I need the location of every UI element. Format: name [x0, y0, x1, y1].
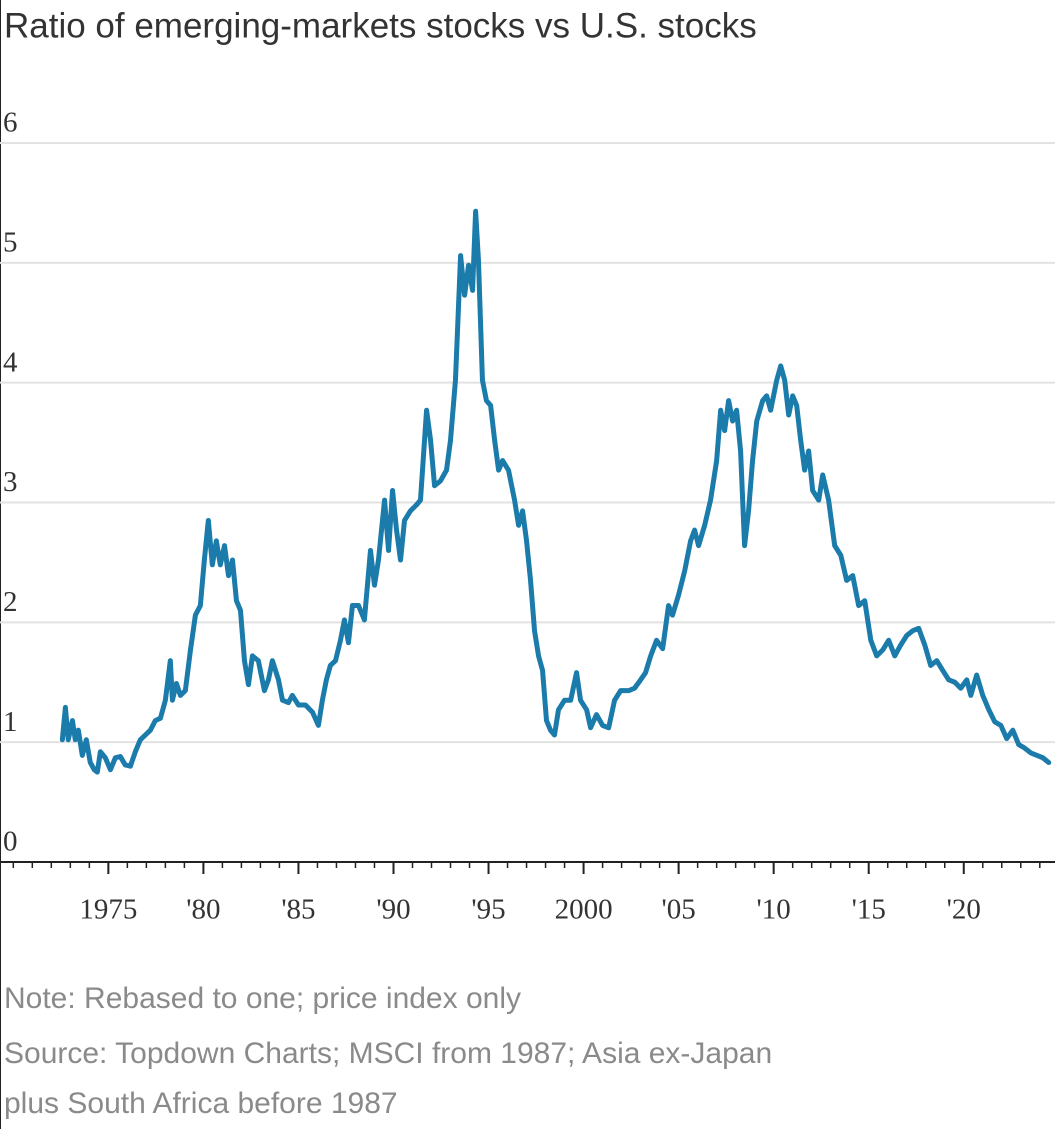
- y-tick-label: 2: [3, 586, 18, 618]
- x-tick-label: '85: [281, 894, 315, 926]
- y-tick-label: 6: [3, 107, 18, 139]
- y-tick-label: 1: [3, 706, 18, 738]
- x-tick-label: '10: [757, 894, 791, 926]
- x-tick-label: '90: [376, 894, 410, 926]
- x-tick-label: '95: [471, 894, 505, 926]
- x-axis: 1975 '80 '85 '90 '95 2000 '05 '10 '15 '20: [0, 861, 1055, 926]
- x-tick-label: 1975: [79, 894, 137, 926]
- note: Note: Rebased to one; price index only: [4, 982, 521, 1015]
- x-tick-label: '05: [662, 894, 696, 926]
- source: Source: Topdown Charts; MSCI from 1987; …: [4, 1037, 772, 1070]
- grid: 0 1 2 3 4 5 6: [0, 107, 1055, 858]
- x-tick-label: '20: [947, 894, 981, 926]
- chart-title: Ratio of emerging-markets stocks vs U.S.…: [4, 6, 757, 45]
- y-tick-label: 4: [3, 346, 18, 378]
- x-tick-label: '80: [186, 894, 220, 926]
- plot: [59, 208, 1052, 775]
- x-tick-label: '15: [852, 894, 886, 926]
- y-tick-label: 0: [3, 826, 18, 858]
- source: plus South Africa before 1987: [4, 1087, 398, 1120]
- data-line: [59, 208, 1052, 775]
- x-tick-label: 2000: [555, 894, 613, 926]
- y-tick-label: 5: [3, 226, 18, 258]
- y-tick-label: 3: [3, 466, 18, 498]
